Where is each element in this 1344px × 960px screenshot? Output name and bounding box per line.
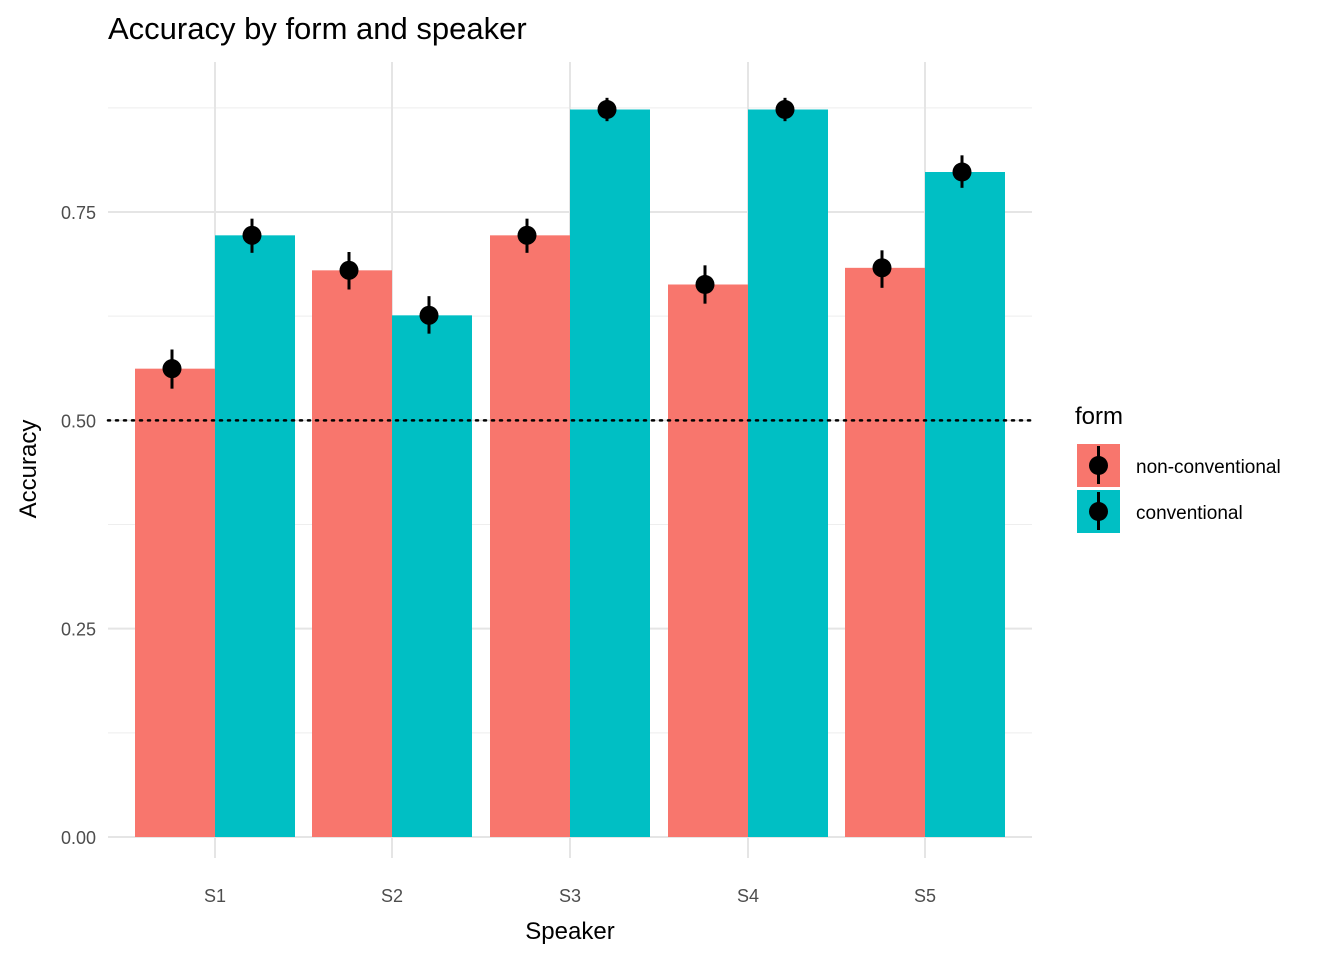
- y-axis-title: Accuracy: [15, 420, 42, 519]
- y-tick-label: 0.50: [61, 411, 96, 431]
- bar-S4-conventional: [748, 109, 828, 837]
- point-S3-non-conventional: [517, 225, 537, 245]
- legend-title: form: [1075, 403, 1123, 430]
- bar-S5-conventional: [925, 172, 1005, 837]
- x-tick-label: S5: [914, 886, 936, 906]
- point-S2-conventional: [419, 305, 439, 325]
- x-tick-label: S4: [737, 886, 759, 906]
- legend-key-point: [1089, 502, 1108, 521]
- legend-key-point: [1089, 456, 1108, 475]
- x-axis-title: Speaker: [525, 918, 614, 945]
- legend-items: non-conventional conventional: [1077, 444, 1281, 533]
- x-tick-label: S1: [204, 886, 226, 906]
- x-tick-label: S2: [381, 886, 403, 906]
- y-tick-label: 0.00: [61, 828, 96, 848]
- error-bars-layer: [162, 97, 972, 389]
- bar-S5-non-conventional: [845, 267, 925, 837]
- point-S4-conventional: [775, 100, 795, 119]
- bar-S1-conventional: [215, 235, 295, 838]
- x-tick-labels: S1 S2 S3 S4 S5: [204, 886, 936, 906]
- legend-item-non-conventional: non-conventional: [1077, 444, 1281, 487]
- point-S2-non-conventional: [339, 260, 359, 280]
- bar-S1-non-conventional: [135, 368, 215, 837]
- legend-label-conventional: conventional: [1136, 503, 1243, 524]
- y-tick-label: 0.25: [61, 620, 96, 640]
- x-tick-label: S3: [559, 886, 581, 906]
- bar-S2-conventional: [392, 315, 472, 837]
- legend-item-conventional: conventional: [1077, 490, 1243, 533]
- bars-layer: [135, 109, 1005, 838]
- legend: form non-conventional conventional: [1075, 403, 1281, 533]
- y-tick-label: 0.75: [61, 203, 96, 223]
- chart-title: Accuracy by form and speaker: [108, 11, 527, 46]
- bar-S2-non-conventional: [312, 270, 392, 837]
- point-S3-conventional: [597, 100, 617, 119]
- point-S5-conventional: [952, 162, 972, 182]
- point-S4-non-conventional: [695, 275, 715, 294]
- y-tick-labels: 0.00 0.25 0.50 0.75: [61, 203, 96, 848]
- bar-S3-conventional: [570, 109, 650, 837]
- legend-label-non-conventional: non-conventional: [1136, 457, 1281, 478]
- point-S5-non-conventional: [872, 258, 892, 278]
- point-S1-non-conventional: [162, 359, 182, 379]
- bar-S3-non-conventional: [490, 235, 570, 838]
- point-S1-conventional: [242, 225, 262, 245]
- bar-S4-non-conventional: [668, 284, 748, 837]
